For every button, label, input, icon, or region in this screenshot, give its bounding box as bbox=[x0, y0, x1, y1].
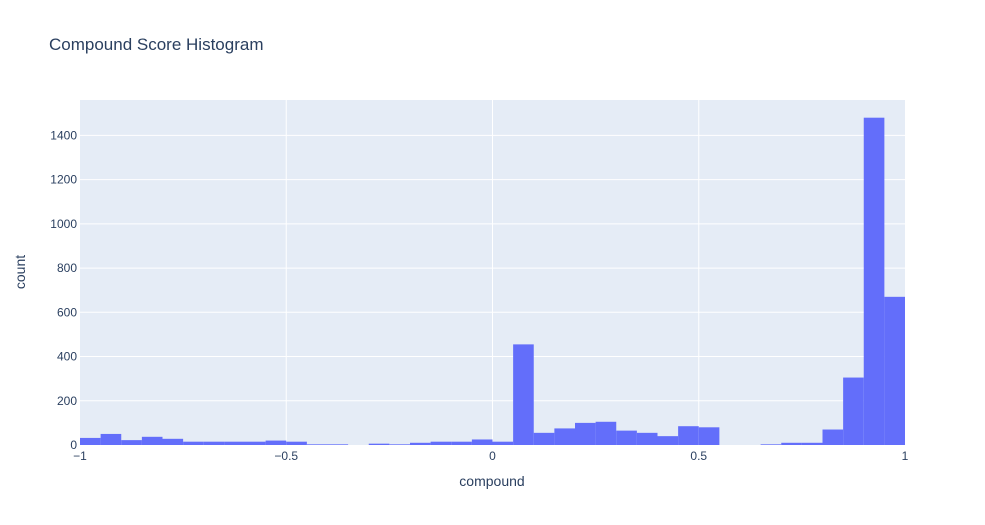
histogram-bar[interactable] bbox=[327, 444, 349, 445]
y-tick-label: 0 bbox=[70, 438, 77, 452]
x-tick-label: −0.5 bbox=[274, 449, 298, 463]
gridlines bbox=[80, 100, 905, 445]
y-tick-label: 200 bbox=[57, 394, 77, 408]
x-tick-label: 1 bbox=[902, 449, 909, 463]
histogram-bar[interactable] bbox=[492, 441, 514, 445]
histogram-bar[interactable] bbox=[80, 437, 101, 445]
histogram-bar[interactable] bbox=[884, 296, 905, 445]
histogram-bar[interactable] bbox=[781, 442, 802, 445]
histogram-bar[interactable] bbox=[100, 433, 122, 445]
histogram-bar[interactable] bbox=[533, 432, 555, 445]
chart-title: Compound Score Histogram bbox=[49, 35, 263, 54]
x-tick-label: 0 bbox=[489, 449, 496, 463]
histogram-bar[interactable] bbox=[554, 428, 575, 445]
histogram-bar[interactable] bbox=[451, 441, 472, 445]
x-axis-ticks: −1 −0.5 0 0.5 1 bbox=[73, 449, 909, 463]
histogram-bar[interactable] bbox=[162, 438, 184, 445]
histogram-bar[interactable] bbox=[203, 441, 225, 445]
y-tick-label: 800 bbox=[57, 261, 77, 275]
histogram-bar[interactable] bbox=[471, 439, 493, 445]
histogram-bar[interactable] bbox=[389, 444, 410, 445]
y-tick-label: 600 bbox=[57, 305, 77, 319]
histogram-bar[interactable] bbox=[843, 377, 864, 445]
histogram-bar[interactable] bbox=[822, 429, 844, 445]
histogram-bar[interactable] bbox=[801, 442, 823, 445]
histogram-bar[interactable] bbox=[306, 444, 328, 445]
x-axis-label: compound bbox=[459, 473, 524, 489]
histogram-bars bbox=[80, 117, 905, 445]
histogram-bar[interactable] bbox=[760, 444, 782, 445]
histogram-bar[interactable] bbox=[245, 441, 266, 445]
histogram-bar[interactable] bbox=[141, 436, 163, 445]
histogram-bar[interactable] bbox=[698, 427, 720, 445]
y-tick-label: 1200 bbox=[50, 173, 77, 187]
x-tick-label: 0.5 bbox=[690, 449, 707, 463]
histogram-bar[interactable] bbox=[575, 422, 596, 445]
histogram-bar[interactable] bbox=[430, 441, 452, 445]
histogram-bar[interactable] bbox=[678, 426, 699, 445]
histogram-bar[interactable] bbox=[286, 441, 307, 445]
histogram-bar[interactable] bbox=[265, 440, 287, 445]
histogram-bar[interactable] bbox=[513, 344, 534, 445]
y-tick-label: 400 bbox=[57, 350, 77, 364]
x-tick-label: −1 bbox=[73, 449, 87, 463]
y-axis-ticks: 0 200 400 600 800 1000 1200 1400 bbox=[50, 128, 77, 452]
y-tick-label: 1400 bbox=[50, 128, 77, 142]
histogram-bar[interactable] bbox=[410, 442, 431, 445]
y-axis-label: count bbox=[12, 255, 28, 289]
histogram-bar[interactable] bbox=[616, 430, 637, 445]
histogram-bar[interactable] bbox=[183, 441, 204, 445]
histogram-bar[interactable] bbox=[657, 436, 679, 445]
histogram-bar[interactable] bbox=[636, 432, 658, 445]
histogram-bar[interactable] bbox=[368, 443, 390, 445]
y-tick-label: 1000 bbox=[50, 217, 77, 231]
histogram-bar[interactable] bbox=[121, 440, 142, 445]
histogram-bar[interactable] bbox=[863, 117, 885, 445]
histogram-bar[interactable] bbox=[224, 441, 245, 445]
histogram-bar[interactable] bbox=[595, 421, 617, 445]
